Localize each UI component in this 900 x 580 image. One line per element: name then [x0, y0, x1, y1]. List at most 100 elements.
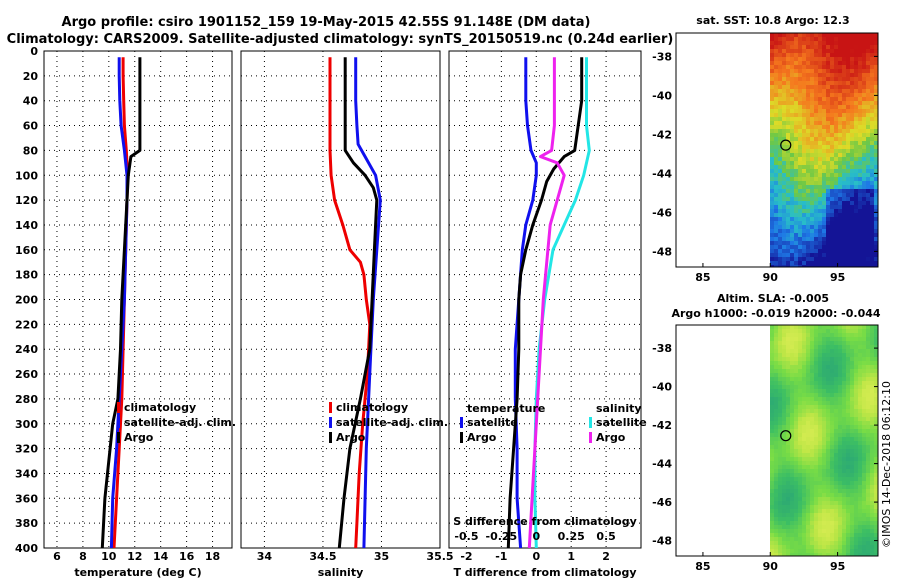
sla-map-cell — [794, 533, 798, 537]
sla-map-cell — [782, 413, 786, 417]
sla-map-cell — [794, 437, 798, 441]
sla-map-cell — [778, 501, 782, 505]
sla-map-cell — [850, 481, 854, 485]
sst-map-cell — [782, 33, 786, 37]
sst-map-cell — [850, 197, 854, 201]
sst-map-cell — [790, 241, 794, 245]
sst-map-cell — [842, 265, 846, 267]
sla-map-cell — [810, 473, 814, 477]
sst-map-cell — [862, 205, 866, 209]
sst-map-cell — [806, 129, 810, 133]
sst-map-cell — [794, 177, 798, 181]
sst-map-cell — [802, 33, 806, 37]
sst-map-cell — [778, 49, 782, 53]
sst-map-cell — [826, 181, 830, 185]
sla-map-cell — [862, 437, 866, 441]
sla-map-cell — [826, 501, 830, 505]
sla-map-cell — [806, 497, 810, 501]
sla-map-cell — [778, 497, 782, 501]
sla-map-cell — [810, 509, 814, 513]
sla-map-cell — [834, 473, 838, 477]
sla-map-cell — [870, 537, 874, 541]
sst-map-cell — [838, 253, 842, 257]
sst-map-cell — [814, 65, 818, 69]
sst-map-cell — [874, 57, 878, 61]
sst-map-cell — [778, 113, 782, 117]
sst-map-cell — [842, 225, 846, 229]
sla-map-cell — [870, 381, 874, 385]
sla-map-cell — [870, 357, 874, 361]
sst-map-cell — [862, 257, 866, 261]
sla-map-cell — [842, 417, 846, 421]
sst-map-cell — [782, 197, 786, 201]
sla-map-cell — [830, 389, 834, 393]
sla-map-cell — [826, 345, 830, 349]
sst-map-cell — [830, 205, 834, 209]
sst-map-cell — [826, 189, 830, 193]
sla-map-cell — [790, 385, 794, 389]
sla-map-cell — [874, 553, 878, 556]
sla-map-cell — [826, 437, 830, 441]
sst-map-cell — [846, 37, 850, 41]
sst-map-cell — [790, 253, 794, 257]
sla-map-cell — [870, 425, 874, 429]
sla-map-cell — [822, 505, 826, 509]
sst-map-cell — [850, 225, 854, 229]
sla-map-cell — [778, 461, 782, 465]
sst-map-cell — [818, 41, 822, 45]
sla-map-cell — [790, 341, 794, 345]
sla-map-cell — [870, 549, 874, 553]
sla-map-cell — [846, 469, 850, 473]
sla-map-cell — [870, 517, 874, 521]
sst-map-cell — [834, 245, 838, 249]
sst-map-cell — [774, 137, 778, 141]
sst-map-cell — [790, 205, 794, 209]
sst-map-cell — [850, 145, 854, 149]
sla-map-cell — [830, 465, 834, 469]
sst-map-cell — [870, 261, 874, 265]
sla-map-cell — [850, 369, 854, 373]
sst-map-cell — [830, 145, 834, 149]
sst-map-cell — [858, 181, 862, 185]
sla-map-cell — [790, 413, 794, 417]
sst-map-cell — [850, 165, 854, 169]
sla-map-cell — [782, 353, 786, 357]
sla-map-cell — [870, 513, 874, 517]
sla-map-cell — [770, 353, 774, 357]
sst-map-cell — [802, 189, 806, 193]
sla-map-cell — [770, 489, 774, 493]
sla-map-cell — [846, 457, 850, 461]
sla-map-cell — [846, 537, 850, 541]
sst-map-cell — [822, 33, 826, 37]
sst-map-cell — [846, 45, 850, 49]
sst-map-cell — [774, 145, 778, 149]
sla-map-cell — [778, 421, 782, 425]
sla-map-cell — [802, 421, 806, 425]
sst-map-cell — [870, 41, 874, 45]
sst-map-cell — [846, 93, 850, 97]
sst-map-cell — [790, 81, 794, 85]
sst-map-cell — [834, 77, 838, 81]
sla-map-cell — [810, 541, 814, 545]
sla-map-cell — [838, 521, 842, 525]
sla-map-cell — [790, 397, 794, 401]
sla-map-cell — [850, 409, 854, 413]
sst-map-cell — [802, 185, 806, 189]
sst-map-cell — [818, 221, 822, 225]
sla-map-cell — [842, 437, 846, 441]
sst-map-cell — [822, 109, 826, 113]
salinity-line-climatology — [328, 57, 372, 549]
sst-map-cell — [830, 53, 834, 57]
sla-map-cell — [774, 429, 778, 433]
sst-map-cell — [866, 197, 870, 201]
sst-map-cell — [846, 141, 850, 145]
sla-map-cell — [810, 513, 814, 517]
sla-map-cell — [806, 469, 810, 473]
sst-map-cell — [818, 45, 822, 49]
sst-map-cell — [830, 245, 834, 249]
sst-map-cell — [822, 133, 826, 137]
sst-map-cell — [786, 45, 790, 49]
sla-map-cell — [778, 481, 782, 485]
sla-map-cell — [774, 441, 778, 445]
sla-map-cell — [854, 333, 858, 337]
